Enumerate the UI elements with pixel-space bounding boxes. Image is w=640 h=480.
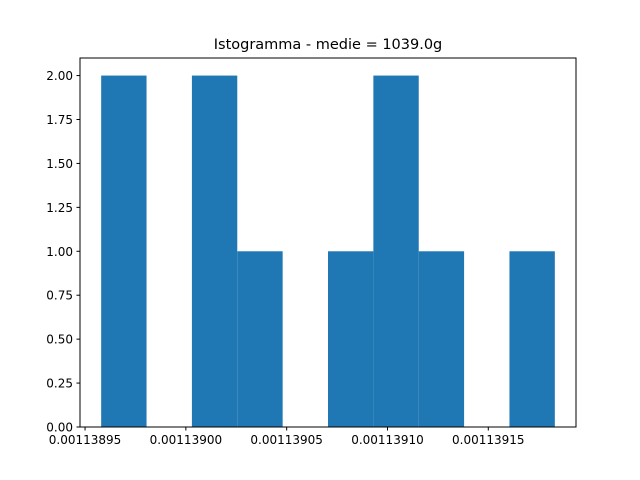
y-axis: 0.00 0.25 0.50 0.75 1.00 1.25 1.50 1.75 2.00 xyxy=(46,69,80,435)
plot-frame xyxy=(79,57,577,428)
y-tick-label: 1.50 xyxy=(46,157,73,171)
bars-layer xyxy=(101,75,555,427)
x-tick-label: 0.00113900 xyxy=(150,433,223,447)
x-axis: 0.00113895 0.00113900 0.00113905 0.00113910… xyxy=(49,427,525,447)
y-tick-label: 0.00 xyxy=(46,421,73,435)
x-tick-label: 0.00113915 xyxy=(452,433,525,447)
y-tick-label: 1.75 xyxy=(46,113,73,127)
histogram-bar xyxy=(191,75,238,427)
y-tick-label: 1.25 xyxy=(46,201,73,215)
x-tick-label: 0.00113905 xyxy=(250,433,323,447)
histogram-bar xyxy=(101,75,147,427)
histogram-bar xyxy=(237,251,283,427)
x-tick-label: 0.00113895 xyxy=(49,433,122,447)
y-tick-label: 2.00 xyxy=(46,69,73,83)
x-tick-label: 0.00113910 xyxy=(351,433,424,447)
y-tick-label: 0.75 xyxy=(46,289,73,303)
chart-title: Istogramma - medie = 1039.0g xyxy=(214,37,443,53)
y-tick-label: 0.25 xyxy=(46,377,73,391)
y-tick-label: 1.00 xyxy=(46,245,73,259)
histogram-bar xyxy=(509,251,555,427)
histogram-bar xyxy=(328,251,374,427)
histogram-bar xyxy=(418,251,465,427)
histogram-bar xyxy=(373,75,419,427)
y-tick-label: 0.50 xyxy=(46,333,73,347)
